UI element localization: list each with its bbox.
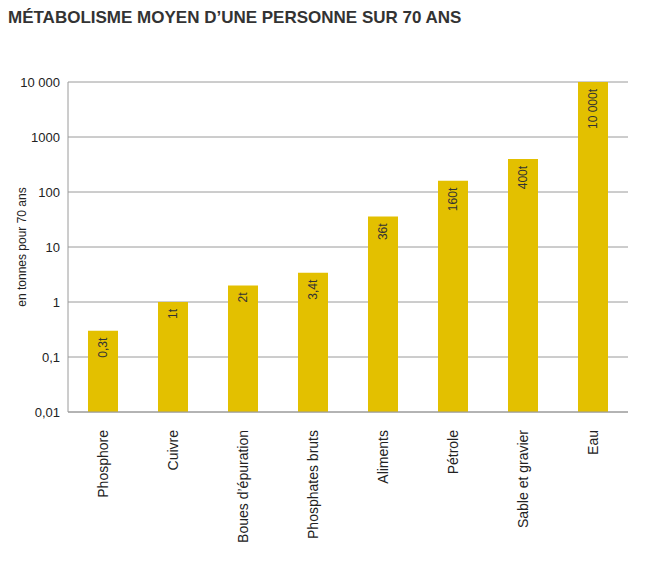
svg-text:Cuivre: Cuivre [165, 430, 181, 471]
svg-text:3,4t: 3,4t [306, 279, 320, 300]
svg-text:0,01: 0,01 [35, 405, 60, 420]
svg-text:160t: 160t [446, 187, 460, 211]
svg-text:2t: 2t [236, 292, 250, 303]
svg-text:Aliments: Aliments [375, 430, 391, 484]
svg-text:10 000: 10 000 [20, 75, 60, 90]
svg-text:Boues d’épuration: Boues d’épuration [235, 430, 251, 543]
svg-text:Sable et gravier: Sable et gravier [515, 430, 531, 528]
svg-text:100: 100 [38, 185, 60, 200]
svg-text:Pétrole: Pétrole [445, 430, 461, 475]
html-text:MÉTABOLISME MOYEN D’UNE PERSON: MÉTABOLISME MOYEN D’UNE PERSONNE SUR 70 … [8, 8, 462, 27]
svg-text:400t: 400t [516, 165, 530, 189]
svg-text:1: 1 [53, 295, 60, 310]
svg-text:Phosphates bruts: Phosphates bruts [305, 430, 321, 539]
svg-text:10: 10 [46, 240, 60, 255]
svg-text:0,1: 0,1 [42, 350, 60, 365]
svg-text:36t: 36t [376, 223, 390, 240]
svg-text:1t: 1t [166, 308, 180, 319]
svg-text:0,3t: 0,3t [96, 337, 110, 358]
svg-text:Eau: Eau [585, 430, 601, 455]
svg-text:1000: 1000 [31, 130, 60, 145]
svg-text:Phosphore: Phosphore [95, 430, 111, 498]
svg-text:en tonnes pour 70 ans: en tonnes pour 70 ans [15, 187, 29, 306]
svg-text:10 000t: 10 000t [586, 88, 600, 129]
